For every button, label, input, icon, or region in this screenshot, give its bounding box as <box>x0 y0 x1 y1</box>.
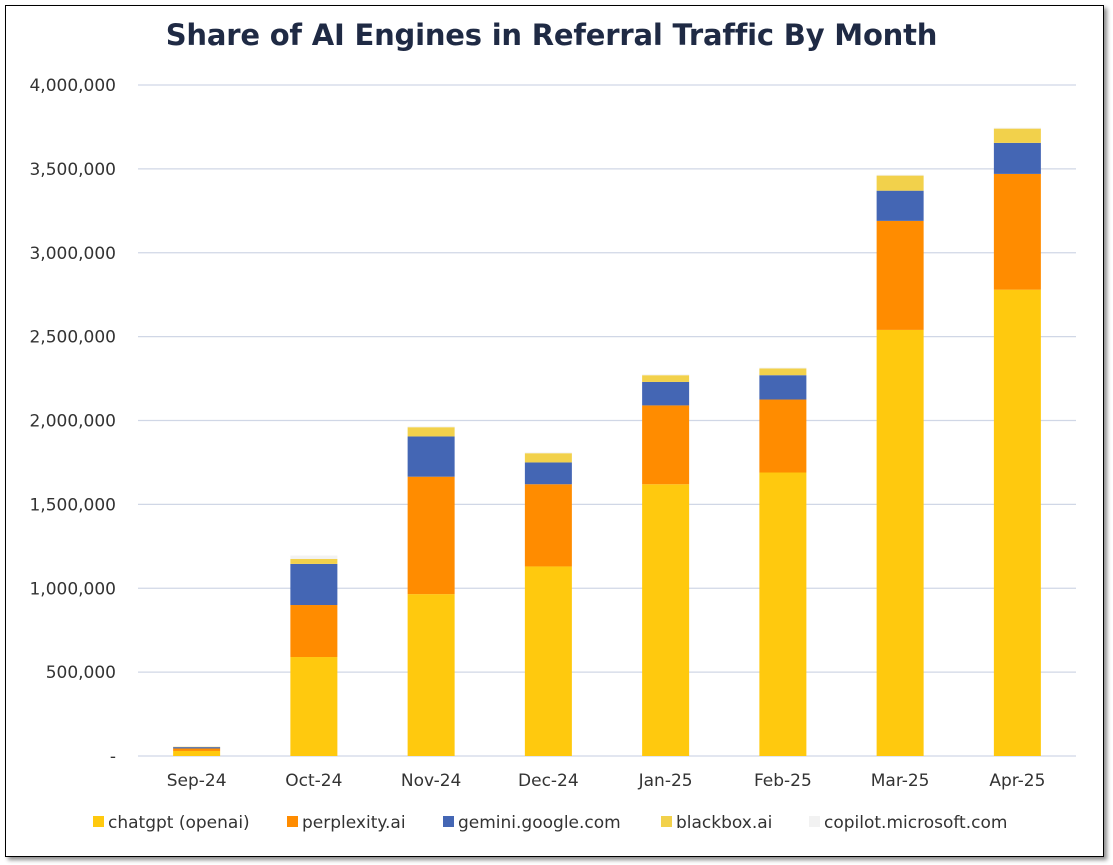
bar-segment <box>290 657 338 756</box>
x-tick-label: Jan-25 <box>638 771 693 791</box>
bar-segment <box>993 289 1041 756</box>
bar-segment <box>407 427 455 437</box>
bar-segment <box>876 190 924 221</box>
x-tick-label: Dec-24 <box>518 771 579 791</box>
bar-segment <box>173 750 221 756</box>
legend-label: chatgpt (openai) <box>108 813 250 833</box>
bar-segment <box>876 174 924 176</box>
y-tick-label: 1,000,000 <box>29 579 116 599</box>
bar-segment <box>642 381 690 406</box>
legend-label: gemini.google.com <box>458 813 621 833</box>
y-tick-label: 3,500,000 <box>29 160 116 180</box>
bar-segment <box>993 127 1041 129</box>
bar-segment <box>642 374 690 376</box>
bar-segment <box>407 594 455 756</box>
bar-segment <box>290 605 338 658</box>
legend-label: blackbox.ai <box>676 813 772 833</box>
x-tick-label: Mar-25 <box>871 771 930 791</box>
bar-segment <box>173 748 221 751</box>
bar-segment <box>407 436 455 477</box>
y-tick-label: 500,000 <box>46 663 116 683</box>
bar-segment <box>173 747 221 749</box>
bar-segment <box>759 375 807 400</box>
bar-segment <box>759 472 807 756</box>
y-tick-label: 1,500,000 <box>29 495 116 515</box>
bar-segment <box>642 405 690 485</box>
bar-segment <box>407 476 455 595</box>
y-tick-label: 4,000,000 <box>29 76 116 96</box>
legend-swatch <box>443 816 454 827</box>
bar-segment <box>876 220 924 330</box>
legend-label: copilot.microsoft.com <box>824 813 1007 833</box>
bar-segment <box>993 142 1041 174</box>
bar-segment <box>290 555 338 559</box>
legend-label: perplexity.ai <box>302 813 406 833</box>
bars <box>173 127 1041 756</box>
x-tick-label: Feb-25 <box>754 771 812 791</box>
legend-swatch <box>93 816 104 827</box>
y-tick-label: - <box>110 747 116 767</box>
bar-segment <box>876 175 924 191</box>
x-tick-label: Nov-24 <box>401 771 462 791</box>
bar-segment <box>876 329 924 756</box>
bar-segment <box>524 453 572 463</box>
bar-segment <box>759 399 807 473</box>
y-tick-label: 3,000,000 <box>29 244 116 264</box>
legend-swatch <box>287 816 298 827</box>
bar-segment <box>524 452 572 454</box>
bar-segment <box>993 173 1041 290</box>
bar-segment <box>524 484 572 567</box>
bar-segment <box>290 563 338 606</box>
legend-swatch <box>661 816 672 827</box>
bar-segment <box>524 462 572 485</box>
x-tick-label: Apr-25 <box>989 771 1045 791</box>
x-axis-ticks: Sep-24 Oct-24 Nov-24 Dec-24 Jan-25 Feb-25 Mar-… <box>167 771 1046 791</box>
x-tick-label: Sep-24 <box>167 771 227 791</box>
y-tick-label: 2,500,000 <box>29 328 116 348</box>
bar-segment <box>524 566 572 756</box>
x-tick-label: Oct-24 <box>285 771 342 791</box>
gridlines <box>138 84 1076 757</box>
bar-segment <box>993 128 1041 143</box>
chart-title: Share of AI Engines in Referral Traffic … <box>165 18 938 52</box>
bar-segment <box>290 558 338 564</box>
bar-segment <box>759 368 807 376</box>
bar-segment <box>642 375 690 382</box>
y-axis-ticks: - 500,000 1,000,000 1,500,000 2,000,000 2,500… <box>29 76 116 767</box>
legend-swatch <box>809 816 820 827</box>
bar-segment <box>407 426 455 428</box>
bar-segment <box>642 484 690 756</box>
y-tick-label: 2,000,000 <box>29 412 116 432</box>
bar-segment <box>759 367 807 369</box>
legend: chatgpt (openai) perplexity.ai gemini.goog… <box>93 813 1007 833</box>
